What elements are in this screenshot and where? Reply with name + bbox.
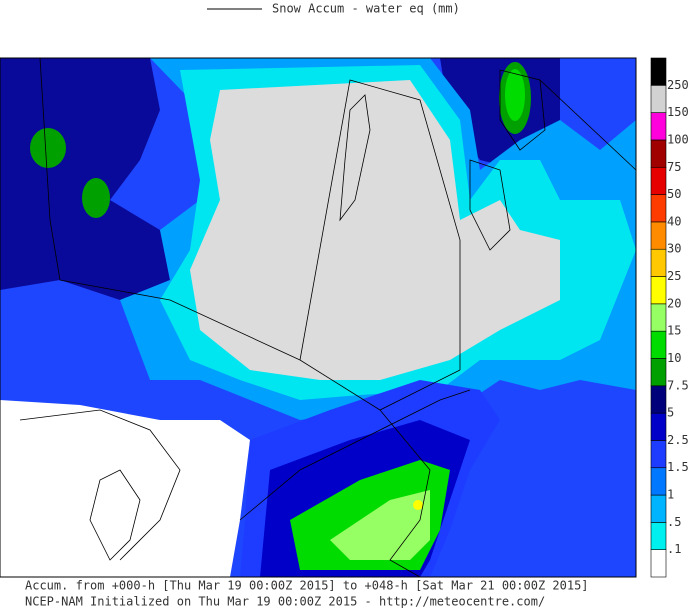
colorbar-box <box>650 276 667 305</box>
storm-yellow <box>413 500 423 510</box>
boundaries <box>19 57 637 578</box>
footer-line: NCEP-NAM Initialized on Thu Mar 19 00:00… <box>25 595 545 609</box>
colorbar-label: 30 <box>667 242 681 256</box>
colorbar-label: 40 <box>667 214 681 228</box>
colorbar: .1 .5 1 1.5 2.5 5 7.5 10 15 20 25 30 40 50 75 100 150 250 <box>650 57 689 578</box>
colorbar-box <box>650 330 667 359</box>
colorbar-label: 15 <box>667 324 681 338</box>
colorbar-box <box>650 112 667 141</box>
storm-lightgreen <box>330 490 430 560</box>
green-blob <box>30 128 66 168</box>
colorbar-box <box>650 166 667 195</box>
colorbar-label: .5 <box>667 515 681 529</box>
colorbar-box <box>650 549 667 578</box>
colorbar-box <box>650 494 667 523</box>
colorbar-label: 1.5 <box>667 460 689 474</box>
colorbar-label: .1 <box>667 542 681 556</box>
colorbar-box <box>650 385 667 414</box>
colorbar-box <box>650 303 667 332</box>
colorbar-box <box>650 522 667 550</box>
colorbar-box <box>650 194 667 223</box>
colorbar-label: 7.5 <box>667 378 689 392</box>
colorbar-box <box>650 85 667 113</box>
colorbar-label: 75 <box>667 160 681 174</box>
no-data-region <box>0 400 250 577</box>
colorbar-label: 10 <box>667 351 681 365</box>
map-frame <box>0 57 637 578</box>
colorbar-label: 25 <box>667 269 681 283</box>
footer-line: Accum. from +000-h [Thu Mar 19 00:00Z 20… <box>25 579 589 593</box>
colorbar-box <box>650 440 667 469</box>
no-snow-region <box>190 80 560 380</box>
colorbar-box <box>650 358 667 387</box>
colorbar-box <box>650 248 667 277</box>
colorbar-box <box>650 57 667 86</box>
colorbar-label: 2.5 <box>667 433 689 447</box>
heavy-snow-region <box>0 58 170 300</box>
green-blob <box>505 69 525 121</box>
colorbar-box <box>650 412 667 441</box>
colorbar-label: 1 <box>667 488 674 502</box>
legend-label: Snow Accum - water eq (mm) <box>272 2 460 16</box>
map <box>0 57 637 578</box>
colorbar-box <box>650 221 667 250</box>
colorbar-label: 250 <box>667 78 689 92</box>
colorbar-label: 5 <box>667 406 674 420</box>
colorbar-box <box>650 139 667 168</box>
green-blob <box>82 178 110 218</box>
colorbar-label: 50 <box>667 187 681 201</box>
colorbar-label: 100 <box>667 132 689 146</box>
colorbar-label: 20 <box>667 296 681 310</box>
colorbar-box <box>650 467 667 496</box>
colorbar-label: 150 <box>667 105 689 119</box>
